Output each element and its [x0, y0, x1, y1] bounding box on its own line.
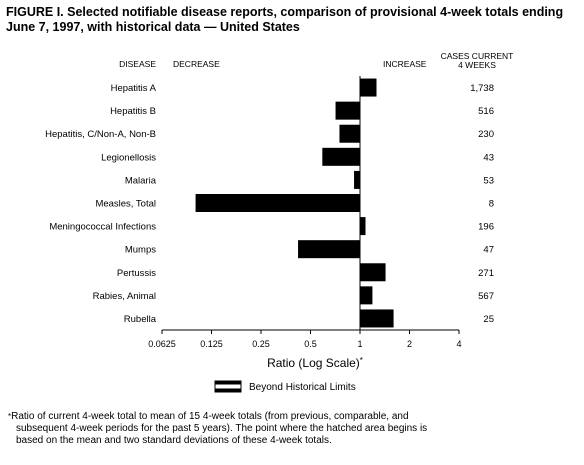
ratio-bar — [360, 217, 366, 236]
x-axis-label: Ratio (Log Scale)* — [267, 356, 363, 370]
decrease-header: DECREASE — [173, 59, 220, 69]
cases-header-line1: CASES CURRENT — [441, 51, 514, 61]
legend-swatch-fill-top — [215, 381, 241, 385]
cases-value: 53 — [483, 175, 494, 186]
ratio-bar — [360, 309, 394, 328]
ratio-bar — [339, 124, 360, 143]
cases-value: 43 — [483, 152, 494, 163]
x-tick-label: 1 — [357, 339, 362, 349]
cases-value: 1,738 — [470, 83, 494, 94]
category-label: Hepatitis A — [111, 83, 157, 94]
category-label: Hepatitis, C/Non-A, Non-B — [45, 129, 156, 140]
category-label: Measles, Total — [95, 199, 156, 210]
category-label: Legionellosis — [101, 152, 156, 163]
disease-header: DISEASE — [119, 59, 156, 69]
cases-value: 516 — [478, 106, 494, 117]
ratio-bar — [322, 147, 360, 166]
legend: Beyond Historical Limits — [214, 380, 356, 393]
figure-title: FIGURE I. Selected notifiable disease re… — [6, 5, 564, 34]
x-tick-label: 2 — [407, 339, 412, 349]
ratio-bar — [335, 101, 360, 120]
legend-label: Beyond Historical Limits — [249, 382, 356, 393]
category-label: Mumps — [125, 245, 156, 256]
x-tick-label: 0.5 — [304, 339, 317, 349]
footnote-symbol: * — [8, 412, 12, 421]
cases-header-line2: 4 WEEKS — [458, 60, 496, 70]
ratio-bar — [360, 263, 386, 282]
ratio-bar — [195, 194, 360, 212]
category-label: Rabies, Animal — [93, 291, 156, 302]
x-tick-label: 0.25 — [252, 339, 270, 349]
category-label: Hepatitis B — [110, 106, 156, 117]
footnote: *Ratio of current 4-week total to mean o… — [8, 411, 574, 447]
cases-value: 567 — [478, 291, 494, 302]
disease-ratio-chart: DISEASE DECREASE INCREASE CASES CURRENT … — [45, 51, 514, 393]
ratio-bar — [360, 286, 373, 305]
ratio-bar — [298, 240, 360, 259]
cases-value: 47 — [483, 245, 494, 256]
cases-value: 25 — [483, 314, 494, 325]
legend-swatch-fill-bottom — [215, 388, 241, 392]
cases-value: 8 — [489, 199, 494, 210]
cases-value: 230 — [478, 129, 494, 140]
ratio-bar — [354, 170, 360, 189]
category-label: Malaria — [125, 175, 157, 186]
category-label: Pertussis — [117, 268, 156, 279]
category-label: Rubella — [124, 314, 157, 325]
footnote-line-1: Ratio of current 4-week total to mean of… — [11, 411, 409, 422]
cases-value: 196 — [478, 222, 494, 233]
footnote-line-3: based on the mean and two standard devia… — [16, 435, 332, 446]
increase-header: INCREASE — [383, 59, 427, 69]
cases-value: 271 — [478, 268, 494, 279]
category-label: Meningococcal Infections — [49, 222, 156, 233]
footnote-line-2: subsequent 4-week periods for the past 5… — [16, 423, 428, 434]
x-tick-label: 0.0625 — [148, 339, 176, 349]
x-tick-label: 4 — [456, 339, 461, 349]
ratio-bar — [360, 78, 377, 97]
x-tick-label: 0.125 — [200, 339, 223, 349]
